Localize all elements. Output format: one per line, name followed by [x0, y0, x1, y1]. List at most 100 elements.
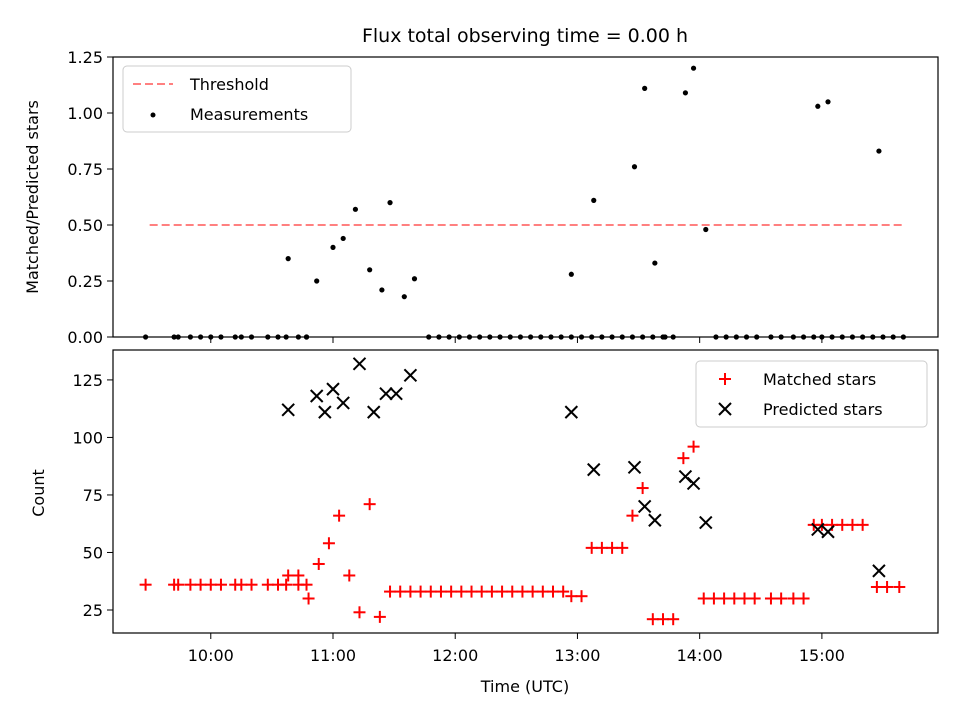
matched-star-point: [322, 537, 335, 550]
bottom-axes-frame: [112, 349, 939, 634]
x-tick-label: 12:00: [432, 646, 478, 665]
bottom-x-axis-label: Time (UTC): [480, 677, 569, 696]
matched-star-point: [667, 613, 680, 626]
matched-star-point: [475, 585, 488, 598]
bottom-legend-box: [695, 360, 928, 428]
matched-star-point: [204, 578, 217, 591]
matched-star-point: [575, 590, 588, 603]
predicted-star-point: [637, 499, 652, 514]
matched-star-point: [738, 592, 751, 605]
matched-star-point: [455, 585, 468, 598]
matched-star-point: [235, 578, 248, 591]
matched-star-point: [312, 557, 325, 570]
predicted-star-point: [379, 387, 393, 401]
y-tick-label: 0.00: [67, 328, 103, 347]
matched-star-point: [506, 585, 519, 598]
measurement-point: [642, 85, 648, 91]
y-tick-label: 25: [83, 601, 103, 620]
matched-star-point: [775, 592, 788, 605]
legend-threshold-label: Threshold: [189, 75, 269, 94]
measurement-point: [876, 148, 882, 154]
matched-star-point: [526, 585, 539, 598]
matched-star-point: [657, 613, 669, 626]
measurement-point: [703, 226, 709, 233]
matched-star-point: [893, 580, 906, 593]
predicted-star-point: [648, 513, 662, 527]
matched-star-point: [636, 482, 649, 495]
matched-star-point: [363, 498, 376, 511]
matched-star-point: [373, 610, 386, 623]
measurement-point: [340, 235, 346, 242]
y-tick-label: 50: [83, 543, 103, 562]
predicted-star-point: [564, 405, 579, 419]
predicted-star-point: [686, 476, 701, 491]
predicted-star-point: [281, 403, 295, 417]
x-tick-label: 15:00: [799, 646, 845, 665]
matched-star-point: [214, 578, 227, 591]
measurement-point: [379, 287, 385, 293]
measurement-point: [314, 278, 320, 284]
matched-star-point: [557, 585, 570, 598]
matched-star-point: [547, 585, 559, 598]
matched-star-point: [881, 580, 894, 593]
legend-predicted-label: Predicted stars: [763, 400, 883, 419]
matched-star-point: [245, 578, 258, 591]
matched-star-point: [787, 592, 800, 605]
predicted-star-point: [587, 462, 601, 477]
measurement-point: [591, 197, 597, 203]
measurement-point: [690, 65, 697, 71]
x-tick-label: 11:00: [310, 646, 356, 665]
matched-star-point: [302, 592, 315, 605]
predicted-star-point: [326, 382, 340, 396]
matched-star-point: [797, 592, 810, 605]
x-tick-label: 10:00: [188, 646, 234, 665]
matched-star-point: [846, 518, 859, 531]
predicted-star-point: [389, 387, 403, 401]
matched-star-point: [764, 592, 777, 605]
measurement-point: [652, 260, 658, 266]
matched-star-point: [424, 585, 437, 598]
legend-matched-label: Matched stars: [763, 370, 876, 389]
matched-star-point: [333, 509, 346, 522]
legend-matched-swatch: [719, 373, 731, 385]
matched-star-point: [300, 578, 313, 591]
matched-star-point: [496, 585, 509, 598]
matched-star-point: [677, 452, 690, 465]
predicted-star-point: [821, 525, 835, 539]
bottom-x-ticks: 10:00 11:00 12:00 13:00 14:00 15:00: [188, 633, 845, 665]
predicted-star-point: [367, 405, 381, 419]
matched-star-point: [414, 585, 427, 598]
bottom-y-ticks: 25 50 75 100 125: [72, 371, 113, 620]
matched-star-point: [748, 592, 761, 605]
matched-star-point: [465, 585, 478, 598]
matched-star-point: [565, 590, 578, 603]
y-tick-label: 0.25: [67, 272, 103, 291]
measurement-point: [825, 99, 831, 105]
matched-star-point: [585, 541, 598, 554]
bottom-y-axis-label: Count: [29, 469, 48, 517]
matched-star-point: [485, 585, 498, 598]
y-tick-label: 125: [72, 371, 103, 390]
matched-star-point: [194, 578, 207, 591]
matched-star-point: [353, 606, 366, 619]
predicted-star-point: [352, 357, 367, 371]
matched-star-point: [856, 518, 869, 531]
matched-star-point: [394, 585, 407, 598]
measurement-point: [568, 271, 574, 277]
matched-star-point: [445, 585, 458, 598]
matched-star-point: [616, 541, 629, 554]
measurement-point: [285, 256, 291, 262]
x-tick-label: 14:00: [677, 646, 723, 665]
measurement-point: [330, 244, 336, 250]
matched-star-point: [718, 592, 731, 605]
predicted-star-point: [811, 522, 825, 537]
matched-star-point: [384, 585, 397, 598]
matched-star-point: [697, 592, 710, 605]
predicted-star-point: [318, 405, 332, 419]
top-y-ticks: 0.00 0.25 0.50 0.75 1.00 1.25: [67, 48, 113, 347]
matched-star-point: [280, 578, 293, 591]
matched-star-point: [606, 541, 619, 554]
matched-star-point: [626, 509, 639, 522]
y-tick-label: 1.00: [67, 104, 103, 123]
matched-star-point: [282, 569, 295, 582]
